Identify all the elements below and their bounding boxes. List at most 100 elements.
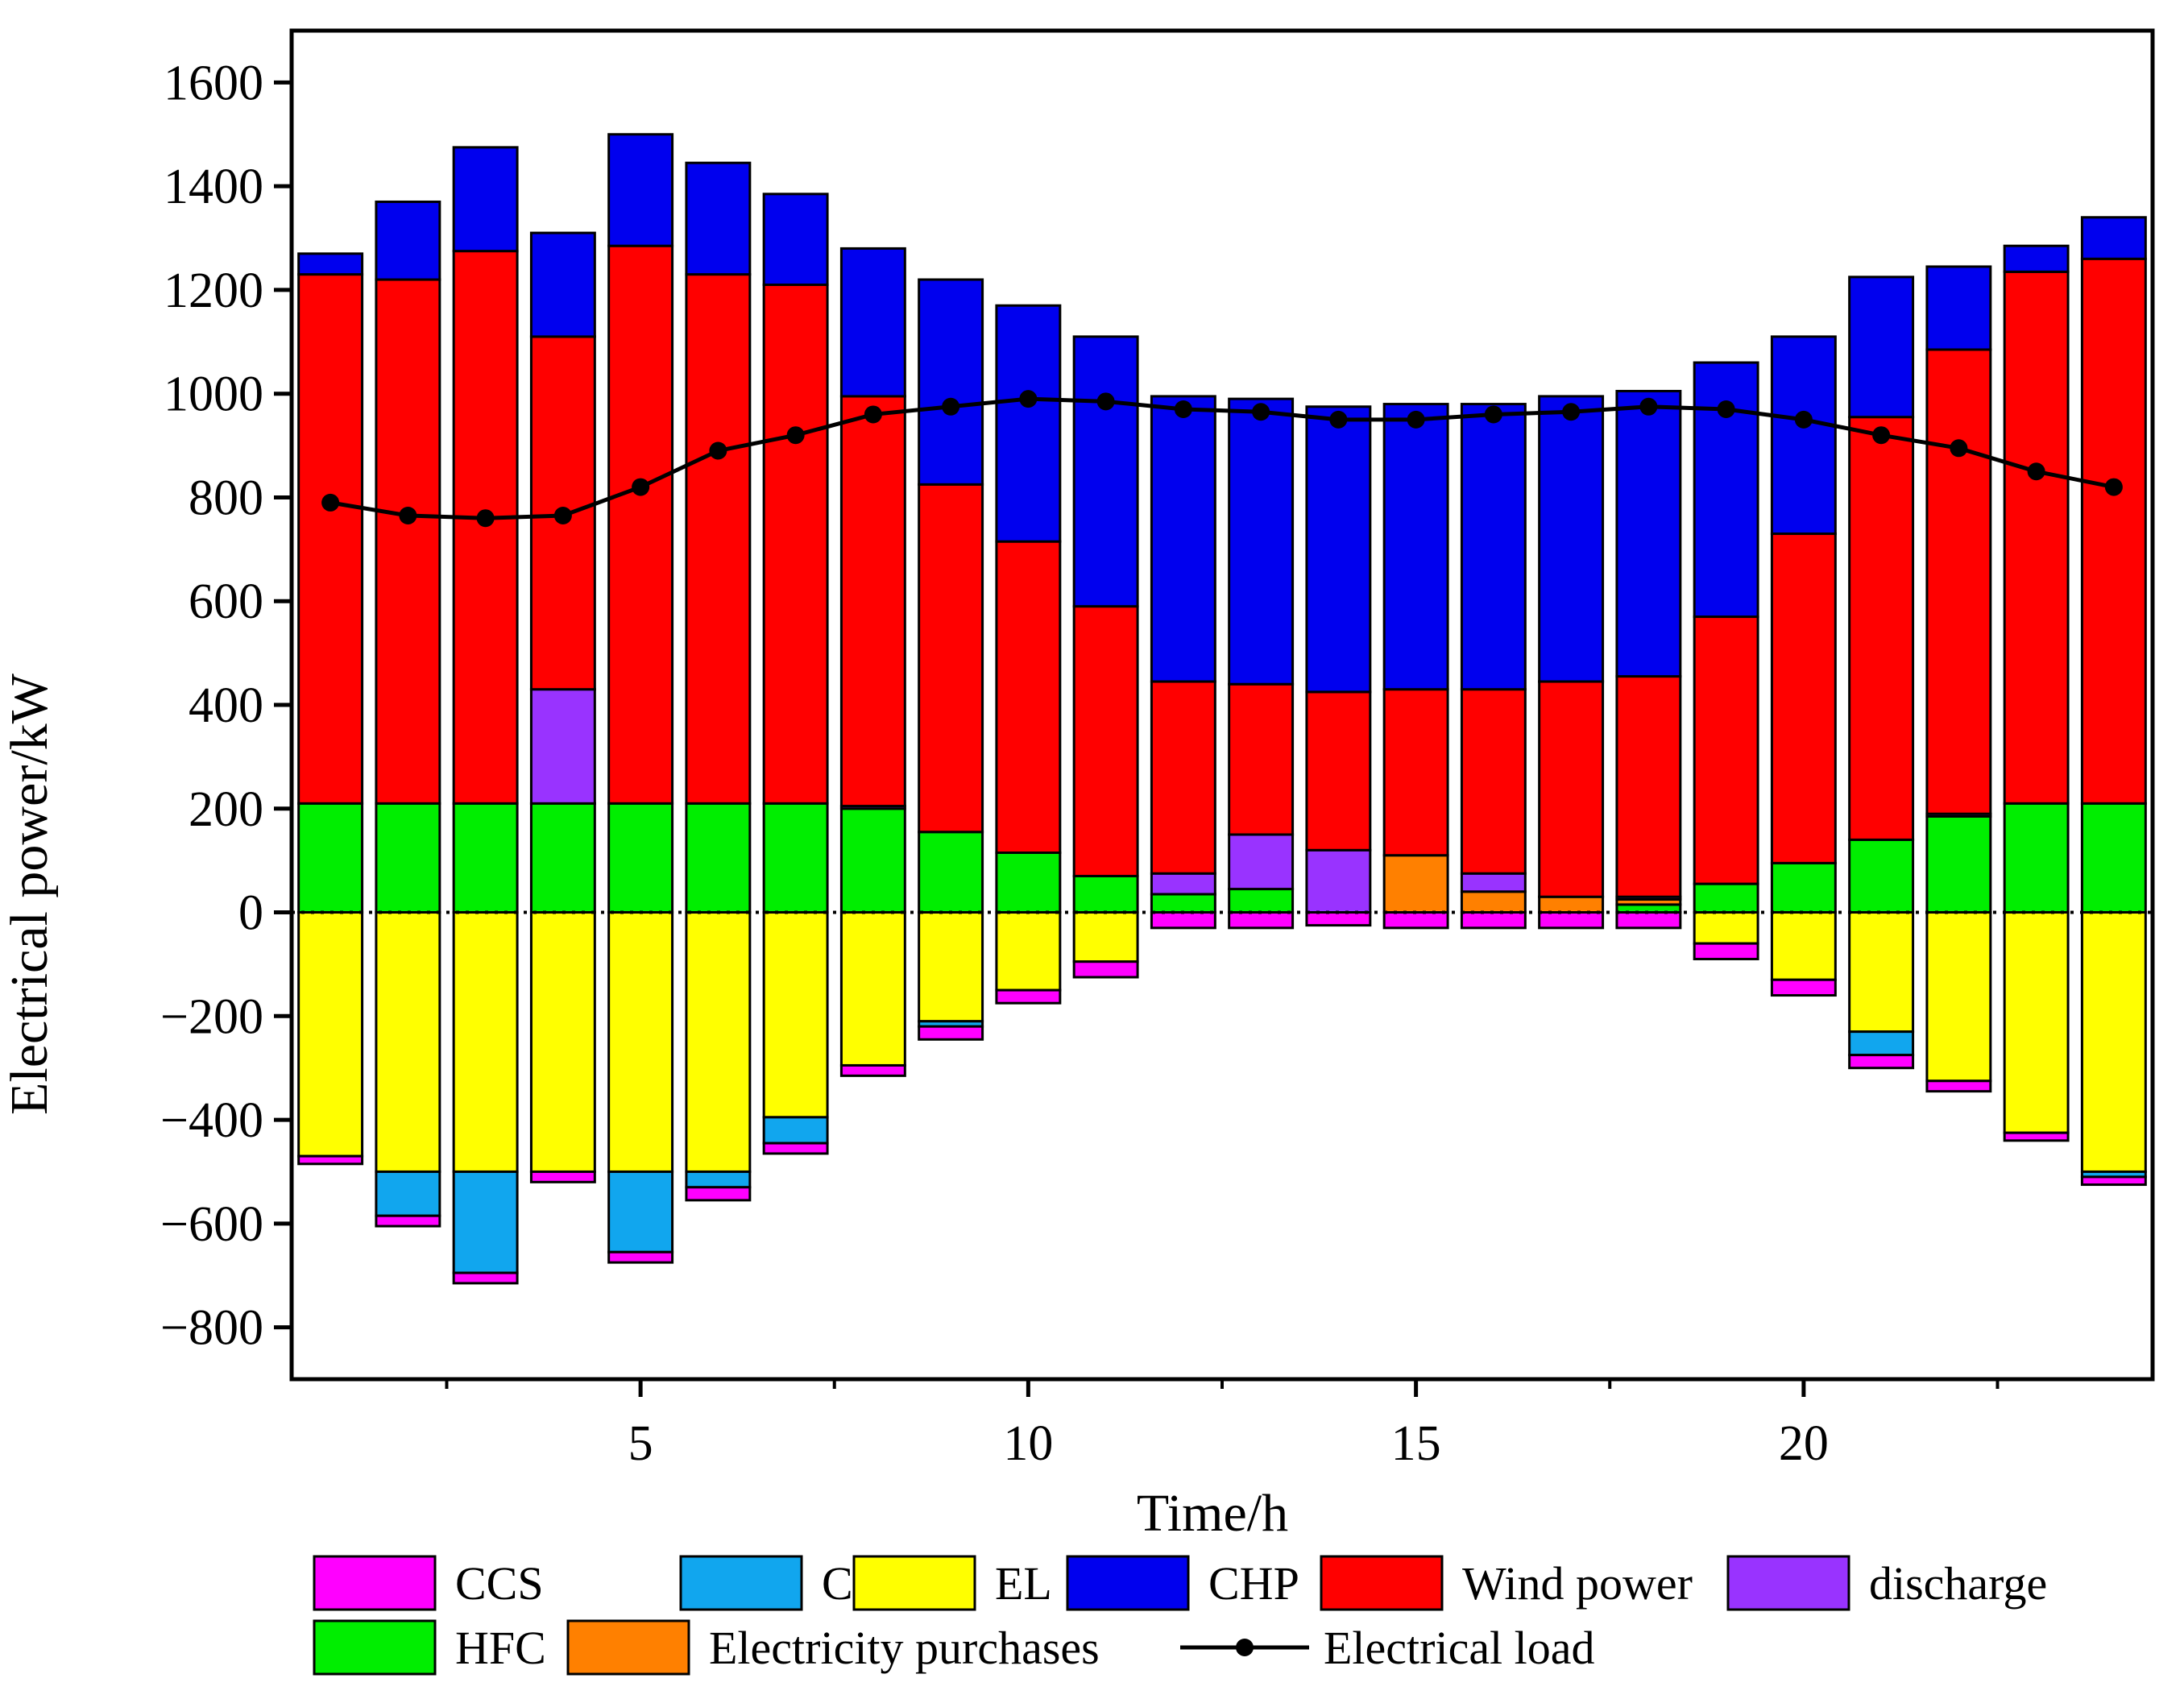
bar-wind-power-h5 xyxy=(607,244,674,805)
legend-el-label: EL xyxy=(995,1557,1052,1610)
legend-wind-power-swatch xyxy=(1320,1555,1444,1611)
electrical-load-point-h23 xyxy=(2027,462,2045,481)
bar-hfc-h24 xyxy=(2080,802,2147,914)
bar-el-h2 xyxy=(375,911,441,1173)
bar-charge-h2 xyxy=(375,1170,441,1217)
bar-ccs-h8 xyxy=(839,1063,906,1077)
bar-hfc-h9 xyxy=(918,831,984,914)
bar-charge-h5 xyxy=(607,1170,674,1254)
bars-layer xyxy=(297,133,2147,1285)
y-tick-label: −800 xyxy=(160,1301,263,1356)
bar-hfc-h5 xyxy=(607,802,674,914)
bar-hfc-h20 xyxy=(1770,861,1837,914)
legend-chp-swatch xyxy=(1066,1555,1190,1611)
bar-ccs-h14 xyxy=(1305,911,1372,927)
electrical-load-point-h8 xyxy=(864,405,882,424)
bar-ccs-h10 xyxy=(995,988,1062,1005)
y-tick-label: −400 xyxy=(160,1093,263,1148)
bar-chp-h18 xyxy=(1615,389,1682,678)
y-tick-label: 800 xyxy=(189,470,263,525)
bar-wind-power-h7 xyxy=(762,283,829,805)
y-tick-label: −200 xyxy=(160,989,263,1044)
bar-el-h7 xyxy=(762,911,829,1119)
legend-electricity-purchases-label: Electricity purchases xyxy=(709,1622,1100,1674)
legend-el-swatch xyxy=(852,1555,976,1611)
bar-ccs-h20 xyxy=(1770,978,1837,997)
bar-hfc-h11 xyxy=(1072,874,1139,914)
legend: CCSChargeELCHPWind powerdischargeHFCElec… xyxy=(313,1555,2047,1676)
bar-chp-h7 xyxy=(762,193,829,286)
bar-wind-power-h22 xyxy=(1925,348,1992,815)
bar-el-h20 xyxy=(1770,911,1837,981)
bar-hfc-h4 xyxy=(529,802,596,914)
legend-electrical-load-marker xyxy=(1236,1639,1254,1656)
legend-electrical-load-label: Electrical load xyxy=(1324,1622,1595,1674)
x-tick-label: 5 xyxy=(628,1416,653,1471)
bar-wind-power-h10 xyxy=(995,540,1062,854)
bar-ccs-h23 xyxy=(2003,1131,2070,1142)
bar-el-h19 xyxy=(1693,911,1759,945)
y-tick-label: −600 xyxy=(160,1197,263,1252)
bar-charge-h7 xyxy=(762,1116,829,1145)
electrical-load-point-h6 xyxy=(709,441,727,460)
y-tick-label: 1400 xyxy=(164,160,263,214)
bar-wind-power-h2 xyxy=(375,278,441,805)
bar-electricity-purchases-h16 xyxy=(1460,890,1527,914)
bar-chp-h3 xyxy=(452,146,519,253)
bar-hfc-h1 xyxy=(297,802,364,914)
bar-chp-h21 xyxy=(1848,276,1915,419)
bar-ccs-h6 xyxy=(685,1186,752,1202)
bar-chp-h23 xyxy=(2003,244,2070,273)
legend-ccs-label: CCS xyxy=(455,1557,544,1610)
electrical-load-point-h5 xyxy=(632,478,650,496)
bar-chp-h17 xyxy=(1538,395,1605,683)
bar-chp-h22 xyxy=(1925,265,1992,351)
electrical-load-point-h11 xyxy=(1096,392,1115,411)
bar-chp-h4 xyxy=(529,231,596,338)
bar-ccs-h18 xyxy=(1615,911,1682,930)
bar-el-h8 xyxy=(839,911,906,1067)
bar-ccs-h15 xyxy=(1382,911,1449,930)
bar-el-h23 xyxy=(2003,911,2070,1134)
electrical-load-point-h15 xyxy=(1407,410,1425,429)
y-tick-label: 1600 xyxy=(164,56,263,110)
bar-wind-power-h12 xyxy=(1150,680,1216,875)
bar-ccs-h12 xyxy=(1150,911,1216,930)
bar-hfc-h21 xyxy=(1848,838,1915,914)
bar-charge-h3 xyxy=(452,1170,519,1274)
bar-wind-power-h13 xyxy=(1228,682,1295,836)
bar-discharge-h4 xyxy=(529,688,596,805)
bar-electricity-purchases-h15 xyxy=(1382,854,1449,914)
electrical-load-point-h4 xyxy=(553,506,572,524)
electrical-load-point-h24 xyxy=(2104,478,2123,496)
bar-el-h4 xyxy=(529,911,596,1173)
electrical-load-point-h2 xyxy=(399,506,417,524)
tick-labels: −800 −600 −400 −200 0 200 400 600 800 1000 1200 140… xyxy=(160,56,1829,1471)
bar-ccs-h13 xyxy=(1228,911,1295,930)
bar-charge-h6 xyxy=(685,1170,752,1189)
electrical-load-point-h1 xyxy=(321,493,340,512)
bar-wind-power-h16 xyxy=(1460,688,1527,875)
bar-chp-h12 xyxy=(1150,395,1216,683)
legend-chp-label: CHP xyxy=(1208,1557,1299,1610)
legend-charge-swatch xyxy=(679,1555,803,1611)
legend-discharge-label: discharge xyxy=(1869,1557,2047,1610)
bar-wind-power-h14 xyxy=(1305,690,1372,852)
bar-ccs-h17 xyxy=(1538,911,1605,930)
electrical-load-line xyxy=(329,396,2115,520)
bar-ccs-h4 xyxy=(529,1170,596,1183)
bar-wind-power-h9 xyxy=(918,483,984,834)
bar-wind-power-h18 xyxy=(1615,675,1682,898)
bar-el-h21 xyxy=(1848,911,1915,1034)
x-axis-title: Time/h xyxy=(1137,1484,1288,1543)
y-tick-label: 1200 xyxy=(164,263,263,318)
legend-wind-power-label: Wind power xyxy=(1462,1557,1693,1610)
legend-discharge-swatch xyxy=(1726,1555,1850,1611)
bar-chp-h15 xyxy=(1382,403,1449,691)
legend-hfc-swatch xyxy=(313,1619,437,1676)
bar-wind-power-h21 xyxy=(1848,416,1915,841)
bar-hfc-h2 xyxy=(375,802,441,914)
bar-ccs-h7 xyxy=(762,1142,829,1155)
bar-wind-power-h20 xyxy=(1770,532,1837,864)
bar-chp-h2 xyxy=(375,200,441,281)
